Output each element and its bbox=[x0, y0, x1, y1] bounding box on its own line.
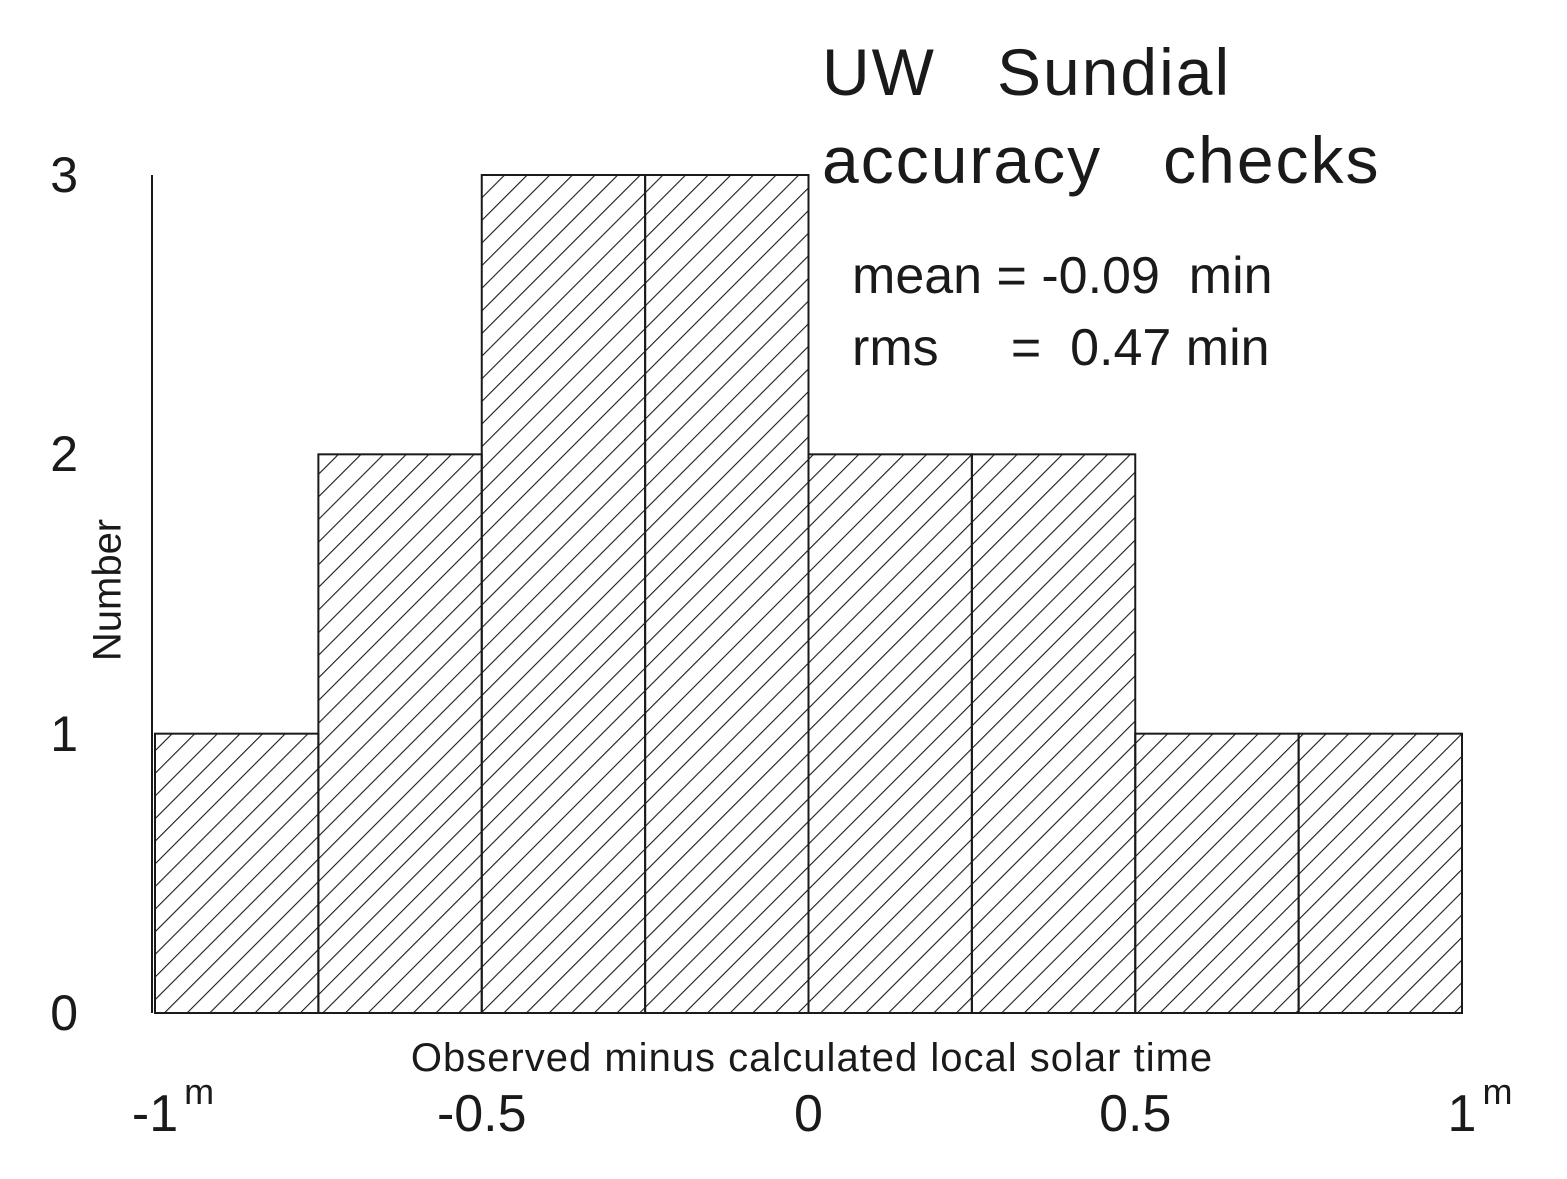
x-tick-label: 0.5 bbox=[1099, 1088, 1171, 1140]
histogram-bar bbox=[1134, 732, 1300, 1015]
x-tick-value: 1 bbox=[1447, 1085, 1477, 1143]
histogram-bar bbox=[1297, 732, 1463, 1015]
histogram-bar bbox=[644, 174, 810, 1014]
x-tick-value: -0.5 bbox=[436, 1085, 527, 1143]
histogram-bar bbox=[317, 453, 483, 1015]
x-tick-label: 0 bbox=[794, 1088, 823, 1140]
y-tick-label: 2 bbox=[50, 426, 78, 483]
y-tick-label: 1 bbox=[50, 705, 78, 762]
x-axis-label: Observed minus calculated local solar ti… bbox=[410, 1036, 1214, 1080]
x-tick-unit: m bbox=[184, 1071, 215, 1112]
x-tick-unit: m bbox=[1482, 1071, 1513, 1112]
histogram-bar bbox=[154, 732, 320, 1015]
x-tick-value: 0.5 bbox=[1099, 1085, 1172, 1143]
histogram-bar bbox=[480, 174, 647, 1014]
bars-group bbox=[154, 174, 1463, 1015]
title-line-1: UW Sundial bbox=[822, 35, 1232, 109]
x-tick-value: -1 bbox=[131, 1085, 179, 1143]
histogram-bar bbox=[970, 453, 1137, 1015]
title-line-2: accuracy checks bbox=[822, 123, 1381, 197]
mean-annotation: mean = -0.09 min bbox=[852, 247, 1273, 305]
stats-annotation: mean = -0.09 min rms = 0.47 min bbox=[852, 240, 1273, 384]
x-tick-value: 0 bbox=[794, 1085, 823, 1143]
histogram-bar bbox=[807, 453, 973, 1015]
y-axis-label: Number bbox=[85, 518, 130, 662]
y-tick-label: 3 bbox=[50, 147, 78, 203]
x-tick-label: -0.5 bbox=[437, 1088, 527, 1140]
x-tick-label: -1 m bbox=[131, 1071, 214, 1143]
chart-title: UW Sundial accuracy checks bbox=[822, 28, 1381, 204]
y-tick-label: 0 bbox=[50, 985, 78, 1041]
rms-annotation: rms = 0.47 min bbox=[852, 319, 1270, 377]
